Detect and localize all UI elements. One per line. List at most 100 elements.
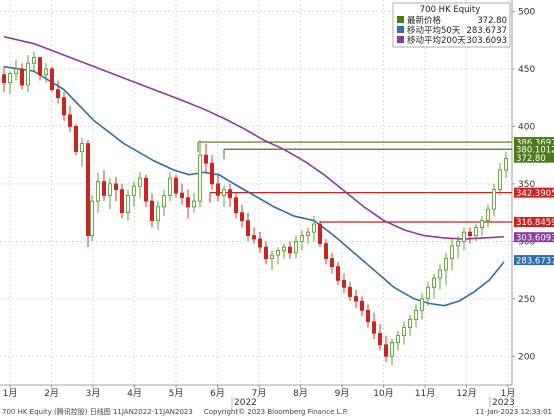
candle-body [365, 309, 370, 323]
candle [419, 293, 424, 320]
price-tag: 303.6093 [514, 232, 554, 243]
candle [377, 324, 382, 351]
candle [461, 227, 466, 251]
price-tag-bg [514, 187, 554, 198]
candle [269, 250, 274, 271]
ma200-path [3, 35, 505, 240]
candle [203, 143, 208, 173]
candle [491, 183, 496, 217]
x-tick-label: 1月 [3, 388, 18, 399]
candle-body [80, 143, 85, 153]
candle [371, 312, 376, 340]
footer-right: 11-Jan-2023 12:33:01 [475, 408, 552, 416]
candle [245, 212, 250, 242]
candle-body [155, 206, 160, 222]
candle-body [311, 223, 316, 233]
candle-body [215, 183, 220, 196]
legend-swatch [397, 26, 404, 33]
candle-body [68, 114, 73, 127]
candle [96, 172, 101, 213]
candle [257, 232, 262, 253]
price-tag-text: 386.3697 [516, 138, 554, 148]
candle-body [443, 258, 448, 271]
candle [44, 63, 49, 83]
candle [86, 140, 91, 248]
candle [263, 241, 268, 265]
candle-body [251, 235, 256, 240]
candle [467, 227, 472, 244]
candle [197, 140, 202, 207]
candle-body [44, 68, 49, 76]
candle [293, 235, 298, 259]
candle-body [179, 192, 184, 199]
legend-value: 372.80 [477, 16, 507, 26]
y-tick-label: 450 [518, 65, 535, 75]
x-tick-label: 6月 [210, 388, 225, 399]
x-ticks: 1月 2月 3月 4月 5月 6月 7月 8月 9月 10月 11月 12月 1月 2022 2023 [3, 385, 516, 408]
y-tick-label: 350 [518, 180, 535, 190]
candle-body [389, 342, 394, 357]
x-tick-label: 7月 [252, 388, 267, 399]
candle-body [305, 231, 310, 236]
candle-body [245, 220, 250, 236]
candle [2, 66, 7, 92]
candle-body [167, 177, 172, 196]
y-tick-label: 400 [518, 122, 535, 132]
candle [407, 314, 412, 336]
candle-body [32, 57, 37, 64]
y-tick-label: 200 [518, 352, 535, 362]
candle [359, 296, 364, 317]
candle-body [437, 269, 442, 279]
candle-body [203, 154, 208, 164]
candle-body [293, 240, 298, 254]
x-tick-label: 1月 [501, 388, 516, 399]
candle-body [371, 321, 376, 334]
candle-body [114, 183, 119, 191]
candle-body [7, 73, 12, 84]
price-tag: 283.6737 [514, 255, 554, 266]
price-tag-text: 303.6093 [516, 233, 554, 243]
candle-body [120, 189, 125, 214]
candle [108, 178, 113, 210]
legend-label: 最新价格 [407, 15, 442, 26]
price-tag-bg [514, 137, 554, 148]
candle-body [221, 189, 226, 196]
candle [50, 66, 55, 92]
candle [287, 241, 292, 259]
candle-body [377, 332, 382, 346]
candle [155, 201, 160, 230]
y-tick-label: 500 [518, 7, 535, 17]
candle-body [257, 238, 262, 248]
price-tag-text: 342.3905 [516, 189, 554, 199]
candle-body [299, 235, 304, 242]
candle-body [335, 266, 340, 281]
candle-body [419, 298, 424, 311]
candle-body [86, 143, 91, 236]
price-tag: 316.8459 [514, 216, 554, 228]
candle [38, 57, 43, 81]
candle [251, 227, 256, 244]
candle-body [50, 68, 55, 91]
candle [80, 137, 85, 167]
candle-body [131, 185, 136, 196]
candle-body [149, 200, 154, 222]
candle-body [108, 183, 113, 196]
price-tag-text: 380.1012 [516, 145, 554, 155]
candle-body [353, 296, 358, 302]
candle-body [503, 158, 508, 171]
candle-body [185, 197, 190, 208]
candle-body [209, 162, 214, 185]
candle [425, 281, 430, 306]
candle-body [461, 231, 466, 242]
legend-item: 最新价格 372.80 [397, 15, 507, 26]
candle [185, 189, 190, 219]
year-label: 2023 [492, 398, 515, 408]
candle [221, 186, 226, 207]
year-label: 2022 [234, 398, 257, 408]
candle [239, 204, 244, 228]
candle [233, 193, 238, 219]
candle [281, 243, 286, 259]
candle-body [137, 177, 142, 187]
legend-swatch [397, 16, 404, 23]
